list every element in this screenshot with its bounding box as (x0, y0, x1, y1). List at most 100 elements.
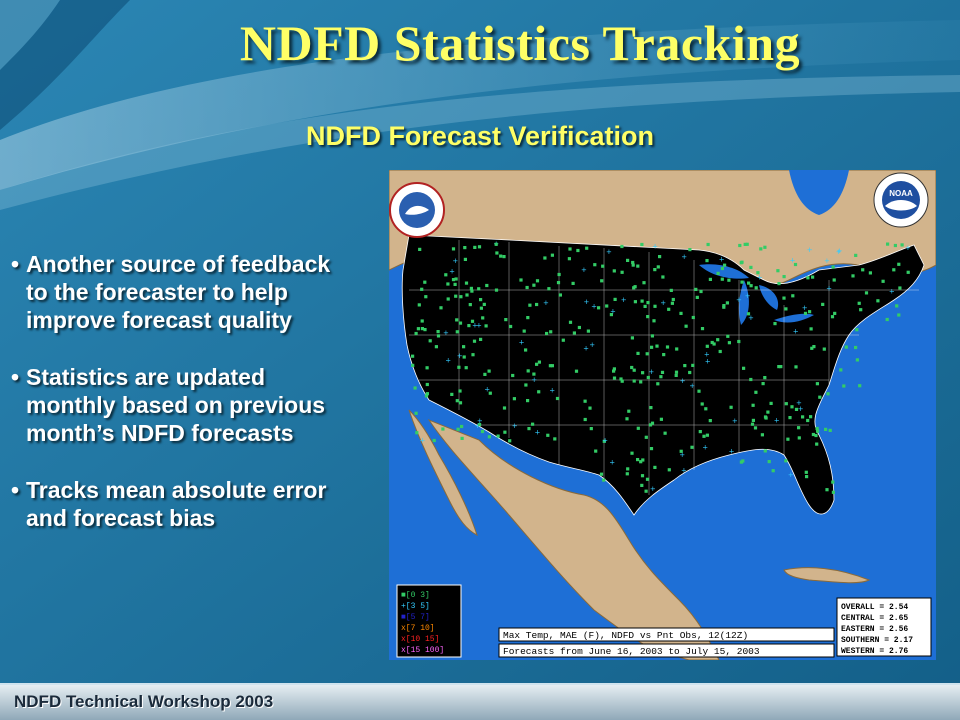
station-marker (659, 417, 663, 421)
station-marker (453, 282, 457, 286)
station-marker (661, 275, 665, 279)
station-marker (459, 295, 463, 299)
station-marker (451, 247, 456, 251)
station-marker (485, 283, 489, 288)
station-marker (742, 366, 746, 370)
station-marker (832, 278, 836, 282)
station-marker (754, 286, 758, 290)
station-marker (411, 354, 415, 358)
station-marker (494, 288, 499, 292)
station-marker (749, 284, 753, 288)
station-marker (906, 270, 910, 274)
station-marker (876, 299, 880, 303)
station-marker (794, 365, 798, 369)
baja-land (408, 409, 478, 536)
station-marker (519, 278, 523, 282)
station-marker (436, 334, 441, 338)
station-marker (414, 411, 418, 415)
station-marker (763, 376, 767, 380)
station-marker: + (543, 299, 549, 307)
station-marker (413, 386, 417, 390)
station-marker (640, 483, 644, 487)
legend-item: x[15 100] (401, 646, 444, 655)
station-marker: + (621, 296, 627, 304)
station-marker: + (681, 253, 687, 261)
station-marker (462, 355, 466, 359)
station-marker (660, 370, 665, 374)
station-marker (722, 305, 726, 309)
station-marker (679, 311, 683, 315)
station-marker (420, 319, 424, 323)
station-marker (586, 329, 590, 333)
station-marker (854, 253, 858, 257)
lake-huron (759, 285, 779, 310)
bullet-item: • Another source of feedback to the fore… (10, 250, 385, 334)
station-marker: + (535, 429, 541, 437)
station-marker (532, 372, 536, 376)
station-marker (804, 470, 808, 474)
station-marker (428, 339, 432, 343)
station-marker: + (419, 437, 425, 445)
station-marker: + (774, 416, 780, 424)
station-marker (653, 268, 657, 272)
station-marker (455, 399, 459, 403)
station-marker (749, 377, 753, 382)
station-marker: + (793, 328, 799, 336)
station-marker: + (798, 405, 804, 413)
station-marker (868, 271, 872, 275)
station-marker (463, 257, 467, 261)
station-marker (667, 468, 671, 472)
legend-item: +[3 5] (401, 602, 430, 611)
station-marker (839, 368, 843, 372)
stat-eastern: EASTERN = 2.56 (841, 625, 908, 634)
station-marker (700, 327, 705, 331)
station-marker (612, 269, 616, 273)
station-marker (420, 287, 424, 291)
station-marker: + (449, 267, 455, 275)
station-marker (747, 281, 751, 285)
station-marker (649, 447, 654, 451)
station-marker (527, 427, 531, 431)
station-marker (620, 379, 624, 383)
station-marker (641, 458, 645, 462)
station-marker (411, 363, 415, 367)
station-marker (640, 474, 645, 478)
station-marker (620, 270, 624, 274)
station-marker (627, 409, 631, 413)
station-marker: + (837, 247, 843, 255)
station-marker: + (475, 422, 481, 430)
station-marker (861, 268, 865, 272)
station-marker: + (445, 356, 451, 364)
station-marker (842, 384, 846, 388)
station-marker: + (531, 376, 537, 384)
station-marker (625, 472, 629, 476)
station-marker (633, 300, 637, 304)
station-marker (646, 315, 650, 319)
station-marker (769, 401, 773, 405)
station-marker (739, 460, 743, 464)
station-marker (612, 369, 616, 373)
station-marker (688, 248, 692, 252)
station-marker (653, 304, 657, 308)
station-marker (626, 467, 630, 471)
bullet-line: Another source of feedback (26, 251, 331, 277)
station-marker (444, 273, 448, 277)
cuba-land (783, 567, 871, 584)
station-marker (723, 263, 727, 267)
station-marker (528, 303, 532, 307)
bullet-line: Statistics are updated (26, 364, 266, 390)
station-marker (822, 347, 826, 351)
station-marker (460, 436, 464, 440)
station-markers: + + + + + + + + + + + + + + + + + + + + + + + + + + + + + + + + + + + + + + + +… (411, 240, 911, 494)
station-marker (828, 428, 832, 432)
station-marker (773, 322, 777, 326)
station-marker (648, 423, 653, 427)
station-marker (450, 392, 454, 396)
station-marker (777, 365, 781, 369)
station-marker: + (729, 447, 735, 455)
station-marker (630, 336, 634, 340)
station-marker (652, 319, 656, 323)
station-marker (425, 392, 429, 396)
station-marker (558, 293, 562, 297)
station-marker (574, 369, 579, 373)
